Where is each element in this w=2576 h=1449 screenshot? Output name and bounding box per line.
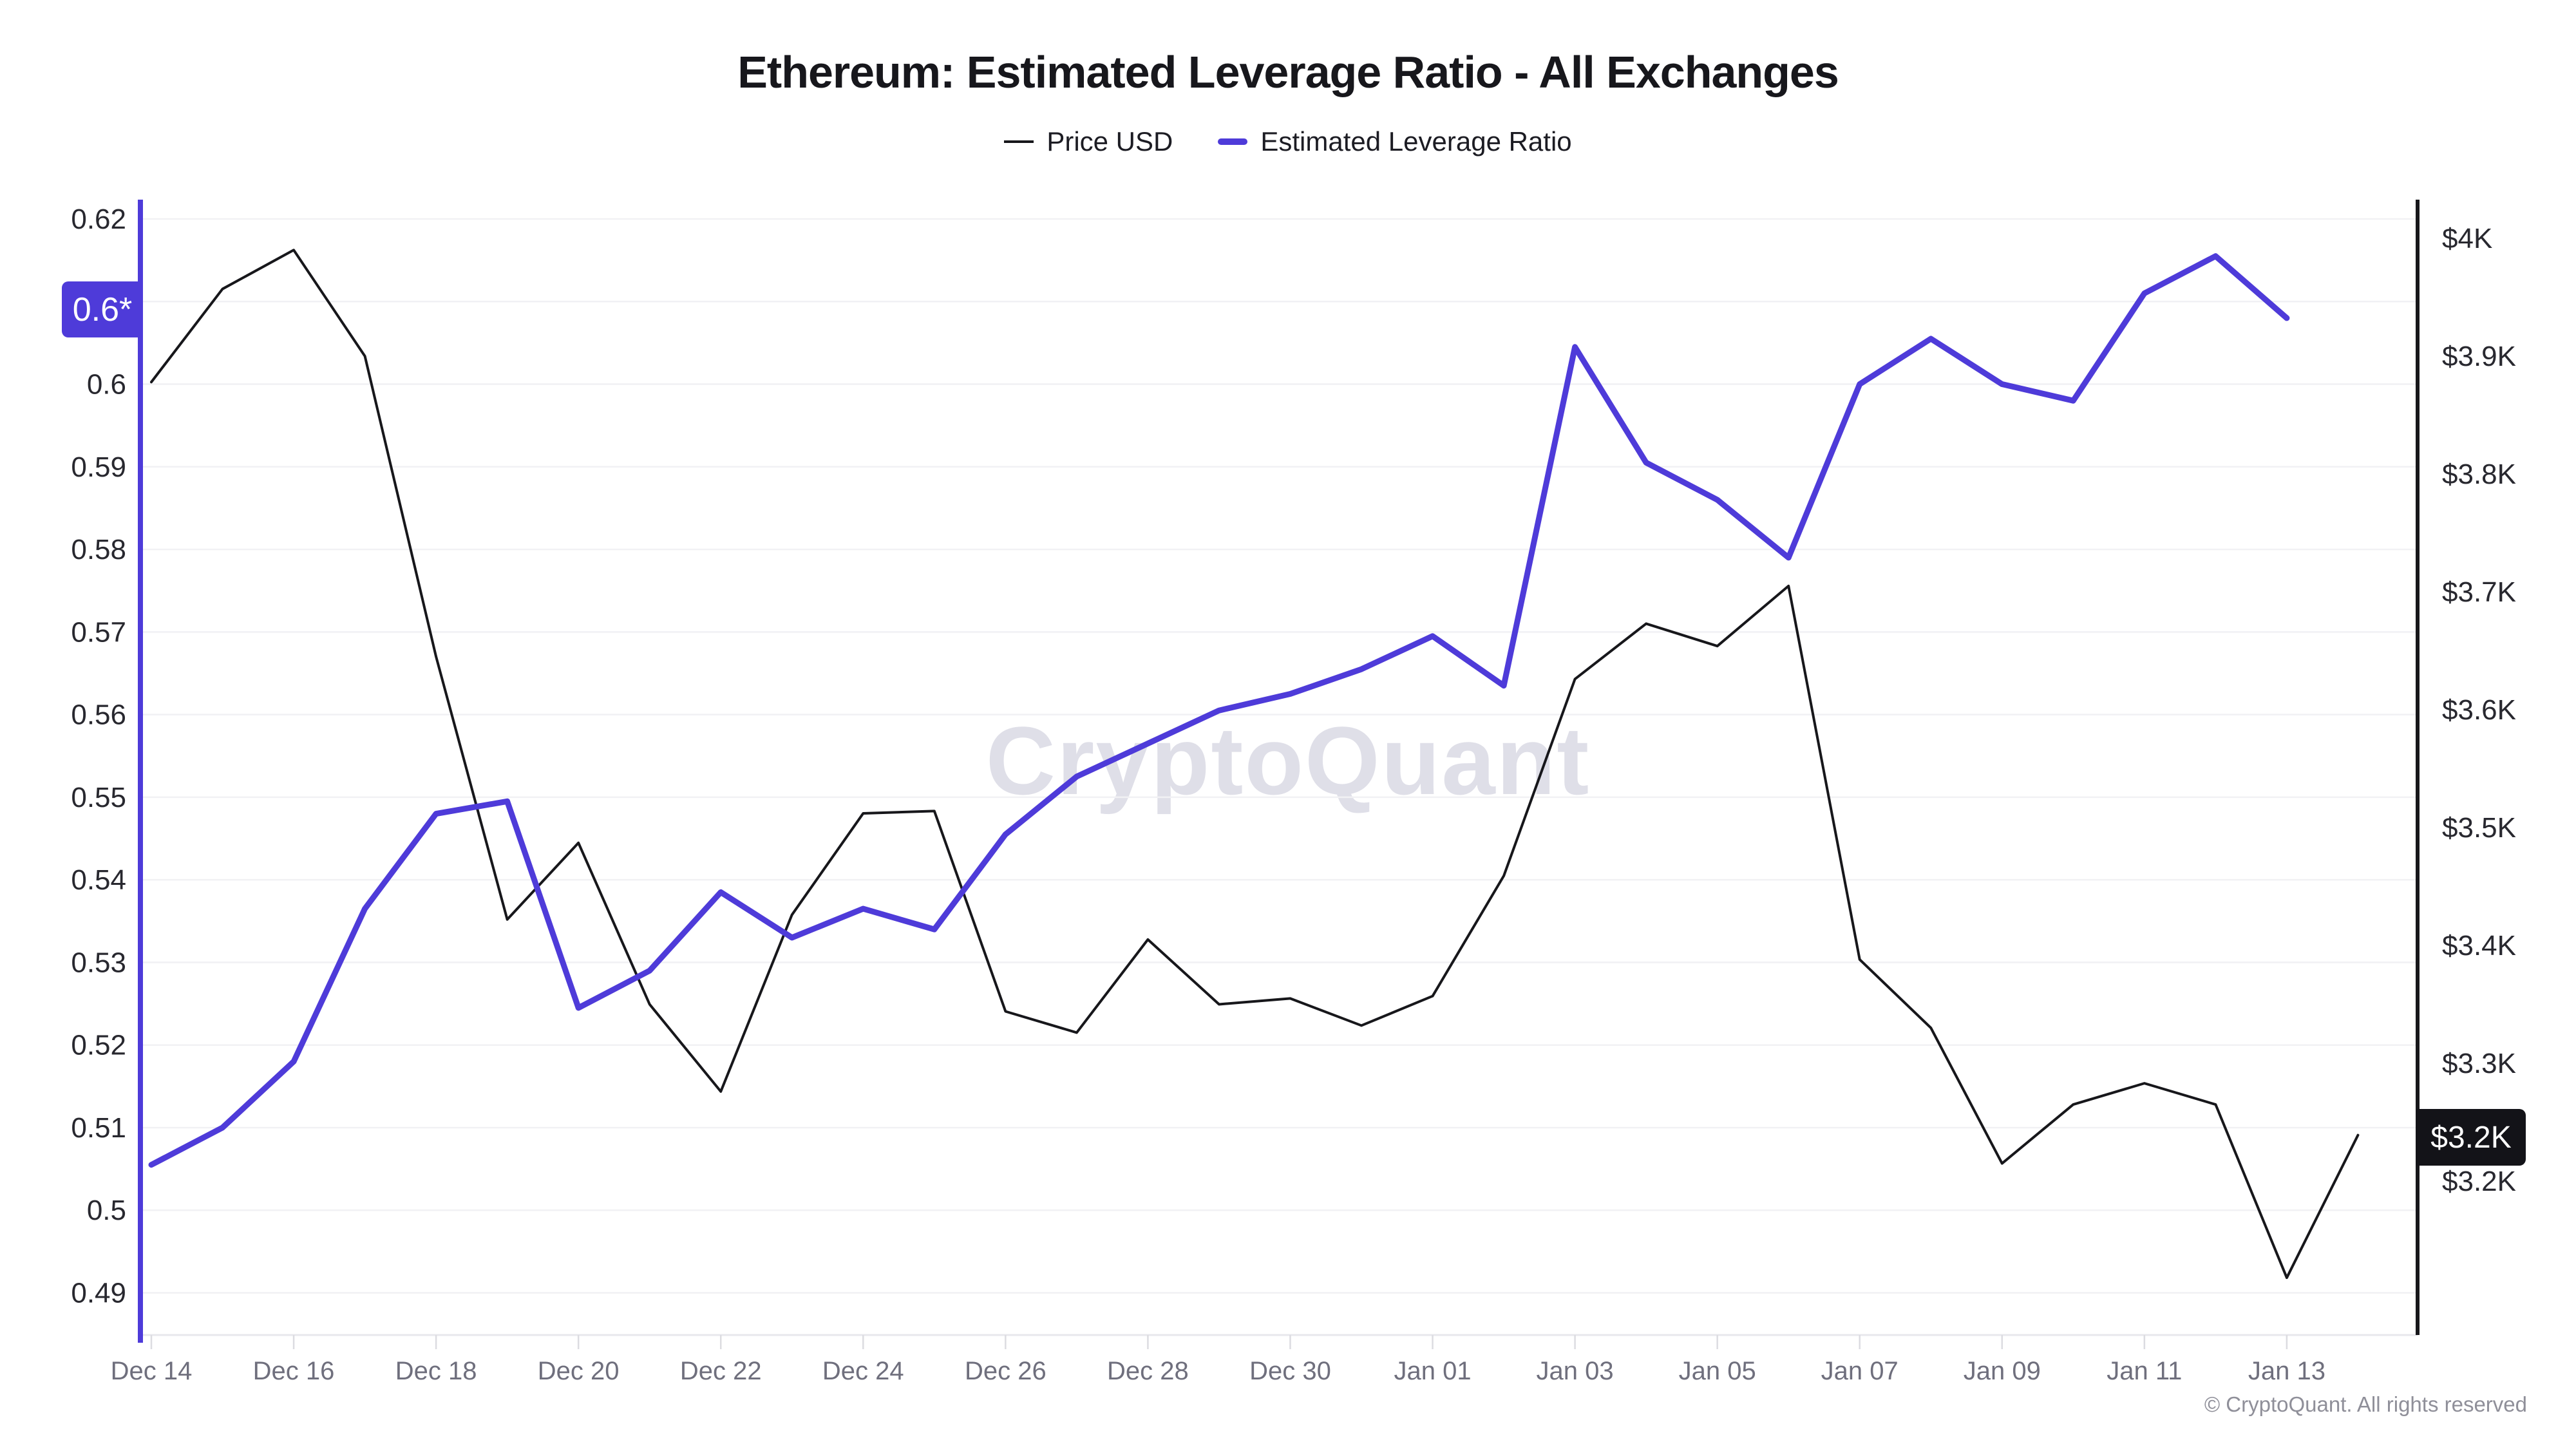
left-axis-tick-label: 0.52 — [71, 1030, 126, 1061]
x-axis-tick-label: Jan 09 — [1964, 1357, 2041, 1385]
right-axis-tick-label: $3.8K — [2442, 459, 2516, 490]
left-axis-tick-label: 0.57 — [71, 616, 126, 648]
price-line — [150, 249, 2360, 1280]
x-axis-tick-label: Jan 05 — [1679, 1357, 1756, 1385]
x-axis-tick-label: Dec 24 — [822, 1357, 904, 1385]
left-axis-tick-label: 0.56 — [71, 699, 126, 731]
x-axis-tick-label: Dec 30 — [1249, 1357, 1331, 1385]
right-axis-tick-label: $3.3K — [2442, 1048, 2516, 1079]
left-axis-tick-label: 0.51 — [71, 1112, 126, 1144]
right-axis-tick-label: $3.6K — [2442, 694, 2516, 726]
leverage-current-badge: 0.6* — [62, 281, 143, 337]
x-axis-tick-label: Dec 26 — [965, 1357, 1046, 1385]
x-axis-tick-label: Dec 28 — [1107, 1357, 1189, 1385]
legend-item-price[interactable]: Price USD — [1004, 126, 1173, 157]
page-title: Ethereum: Estimated Leverage Ratio - All… — [737, 47, 1839, 97]
x-axis-tick-label: Dec 18 — [395, 1357, 477, 1385]
x-axis-tick-label: Dec 22 — [680, 1357, 762, 1385]
x-axis-tick-label: Jan 01 — [1394, 1357, 1471, 1385]
x-axis-tick-label: Dec 16 — [253, 1357, 335, 1385]
price-line-swatch-icon — [1004, 140, 1034, 143]
x-axis-tick-label: Jan 13 — [2248, 1357, 2325, 1385]
x-axis-tick-label: Dec 20 — [538, 1357, 620, 1385]
x-axis-tick-label: Jan 11 — [2107, 1357, 2182, 1385]
legend: Price USD Estimated Leverage Ratio — [0, 126, 2576, 157]
legend-item-leverage[interactable]: Estimated Leverage Ratio — [1218, 126, 1572, 157]
left-axis-tick-label: 0.6 — [87, 369, 126, 401]
leverage-line — [148, 253, 2290, 1168]
legend-label-leverage: Estimated Leverage Ratio — [1260, 126, 1572, 156]
x-axis-tick-label: Jan 03 — [1537, 1357, 1614, 1385]
left-axis-tick-label: 0.58 — [71, 534, 126, 565]
left-axis-tick-label: 0.5 — [87, 1195, 126, 1226]
right-axis-tick-label: $3.4K — [2442, 930, 2516, 961]
left-axis-tick-label: 0.49 — [71, 1278, 126, 1309]
left-axis-tick-label: 0.53 — [71, 947, 126, 978]
right-axis-tick-label: $3.2K — [2442, 1166, 2516, 1197]
right-axis-tick-label: $4K — [2442, 223, 2492, 254]
copyright: © CryptoQuant. All rights reserved — [2204, 1392, 2527, 1416]
right-axis-tick-label: $3.7K — [2442, 576, 2516, 608]
x-axis-tick-label: Jan 07 — [1821, 1357, 1899, 1385]
left-axis-tick-label: 0.62 — [71, 204, 126, 235]
leverage-line-swatch-icon — [1218, 138, 1248, 145]
left-axis-tick-label: 0.59 — [71, 451, 126, 483]
right-axis-tick-label: $3.5K — [2442, 812, 2516, 844]
left-axis-tick-label: 0.55 — [71, 782, 126, 813]
price-current-badge: $3.2K — [2416, 1109, 2526, 1166]
x-axis-tick-label: Dec 14 — [111, 1357, 193, 1385]
legend-label-price: Price USD — [1046, 126, 1173, 156]
right-axis-tick-label: $3.9K — [2442, 341, 2516, 372]
left-axis-tick-label: 0.54 — [71, 864, 126, 896]
